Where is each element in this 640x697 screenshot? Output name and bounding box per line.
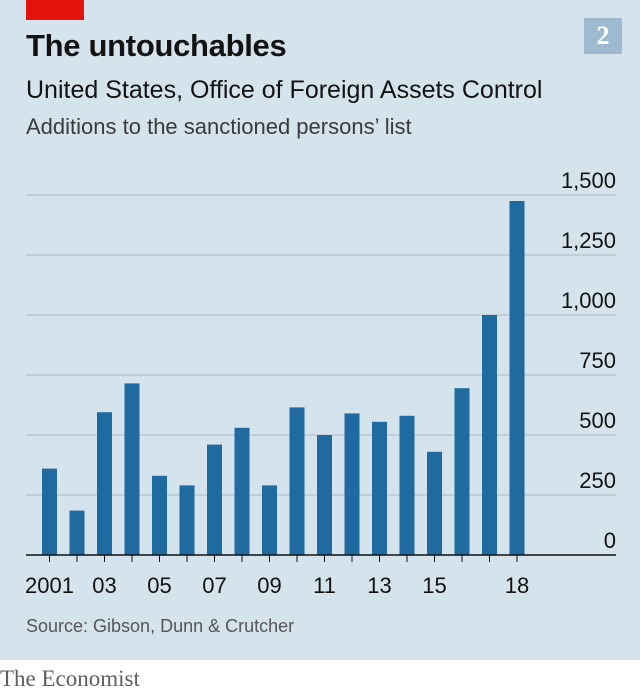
bar-2012 <box>344 413 360 555</box>
chart-subtitle: United States, Office of Foreign Assets … <box>26 76 543 104</box>
x-tick-label: 13 <box>367 573 391 598</box>
x-tick-label: 18 <box>505 573 529 598</box>
bar-2010 <box>289 407 305 555</box>
x-tick-label: 03 <box>92 573 116 598</box>
x-tick-label: 07 <box>202 573 226 598</box>
y-tick-label: 0 <box>604 528 616 553</box>
bar-2003 <box>97 412 112 555</box>
y-tick-label: 750 <box>579 348 616 373</box>
bar-2015 <box>427 451 442 555</box>
axes <box>26 554 616 562</box>
x-tick-label: 2001 <box>25 573 74 598</box>
x-tick-labels: 2001 03 05 07 09 11 13 15 18 <box>25 573 529 598</box>
y-tick-label: 1,000 <box>561 288 616 313</box>
bar-2011 <box>317 435 332 555</box>
y-tick-labels: 0 250 500 750 1,000 1,250 1,500 <box>561 168 616 553</box>
bar-2006 <box>179 485 195 555</box>
y-tick-label: 500 <box>579 408 616 433</box>
bar-2016 <box>454 388 470 555</box>
bar-2008 <box>234 427 250 555</box>
bar-2005 <box>152 475 167 555</box>
chart-description: Additions to the sanctioned persons’ lis… <box>26 114 412 139</box>
bar-2001 <box>42 468 57 555</box>
y-tick-label: 250 <box>579 468 616 493</box>
y-tick-label: 1,500 <box>561 168 616 193</box>
y-tick-label: 1,250 <box>561 228 616 253</box>
bar-2002 <box>69 510 85 555</box>
bar-2017 <box>482 315 497 555</box>
x-tick-label: 09 <box>257 573 281 598</box>
bar-2009 <box>262 485 277 555</box>
chart-number-badge: 2 <box>584 18 622 54</box>
bar-2013 <box>372 421 387 555</box>
economist-logo-text: The Economist <box>0 666 140 691</box>
x-tick-label: 05 <box>147 573 171 598</box>
bar-chart: 0 250 500 750 1,000 1,250 1,500 2001 03 05 07 09 11… <box>25 168 616 598</box>
bars <box>42 201 525 555</box>
x-tick-label: 11 <box>313 573 336 598</box>
source-note: Source: Gibson, Dunn & Crutcher <box>26 616 295 636</box>
bar-2014 <box>399 415 415 555</box>
brand-red-tag <box>26 0 84 20</box>
bar-2018 <box>509 201 525 555</box>
x-tick-label: 15 <box>422 573 446 598</box>
chart-title: The untouchables <box>26 28 287 63</box>
bar-2007 <box>207 444 222 555</box>
bar-2004 <box>124 383 140 555</box>
